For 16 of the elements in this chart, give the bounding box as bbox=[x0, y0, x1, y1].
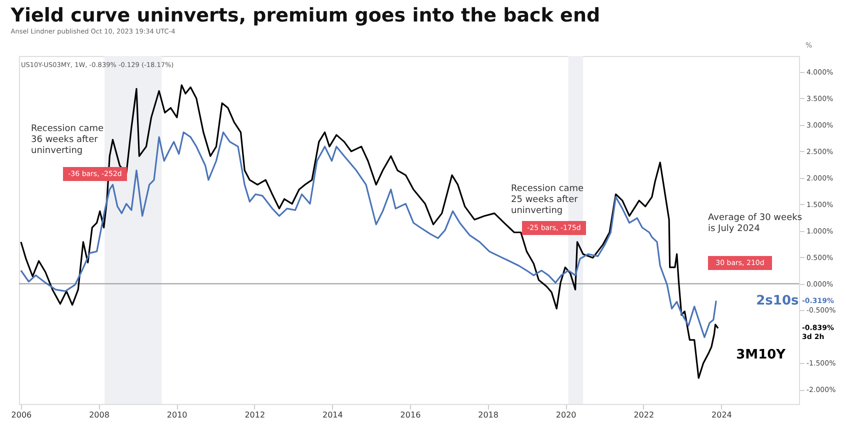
annotation: Recession came 36 weeks after uninverting bbox=[31, 124, 104, 156]
x-tick-label: 2014 bbox=[322, 410, 343, 420]
x-tick-label: 2016 bbox=[400, 410, 421, 420]
x-tick-label: 2008 bbox=[89, 410, 110, 420]
annotation: Average of 30 weeks is July 2024 bbox=[708, 213, 802, 234]
x-tick-label: 2010 bbox=[166, 410, 188, 420]
x-tick-label: 2020 bbox=[556, 410, 576, 420]
annotation: Recession came 25 weeks after uninverting bbox=[511, 184, 584, 216]
text: 2s10s bbox=[756, 294, 800, 309]
x-tick-label: 2024 bbox=[712, 410, 732, 420]
chart-title: Yield curve uninverts, premium goes into the back end bbox=[10, 4, 600, 26]
x-tick-label: 2012 bbox=[244, 410, 266, 420]
series-label: 3M10Y bbox=[736, 347, 786, 362]
x-tick-label: 2006 bbox=[11, 410, 32, 420]
x-tick-label: 2022 bbox=[634, 410, 654, 420]
x-tick-label: 2018 bbox=[478, 410, 498, 420]
